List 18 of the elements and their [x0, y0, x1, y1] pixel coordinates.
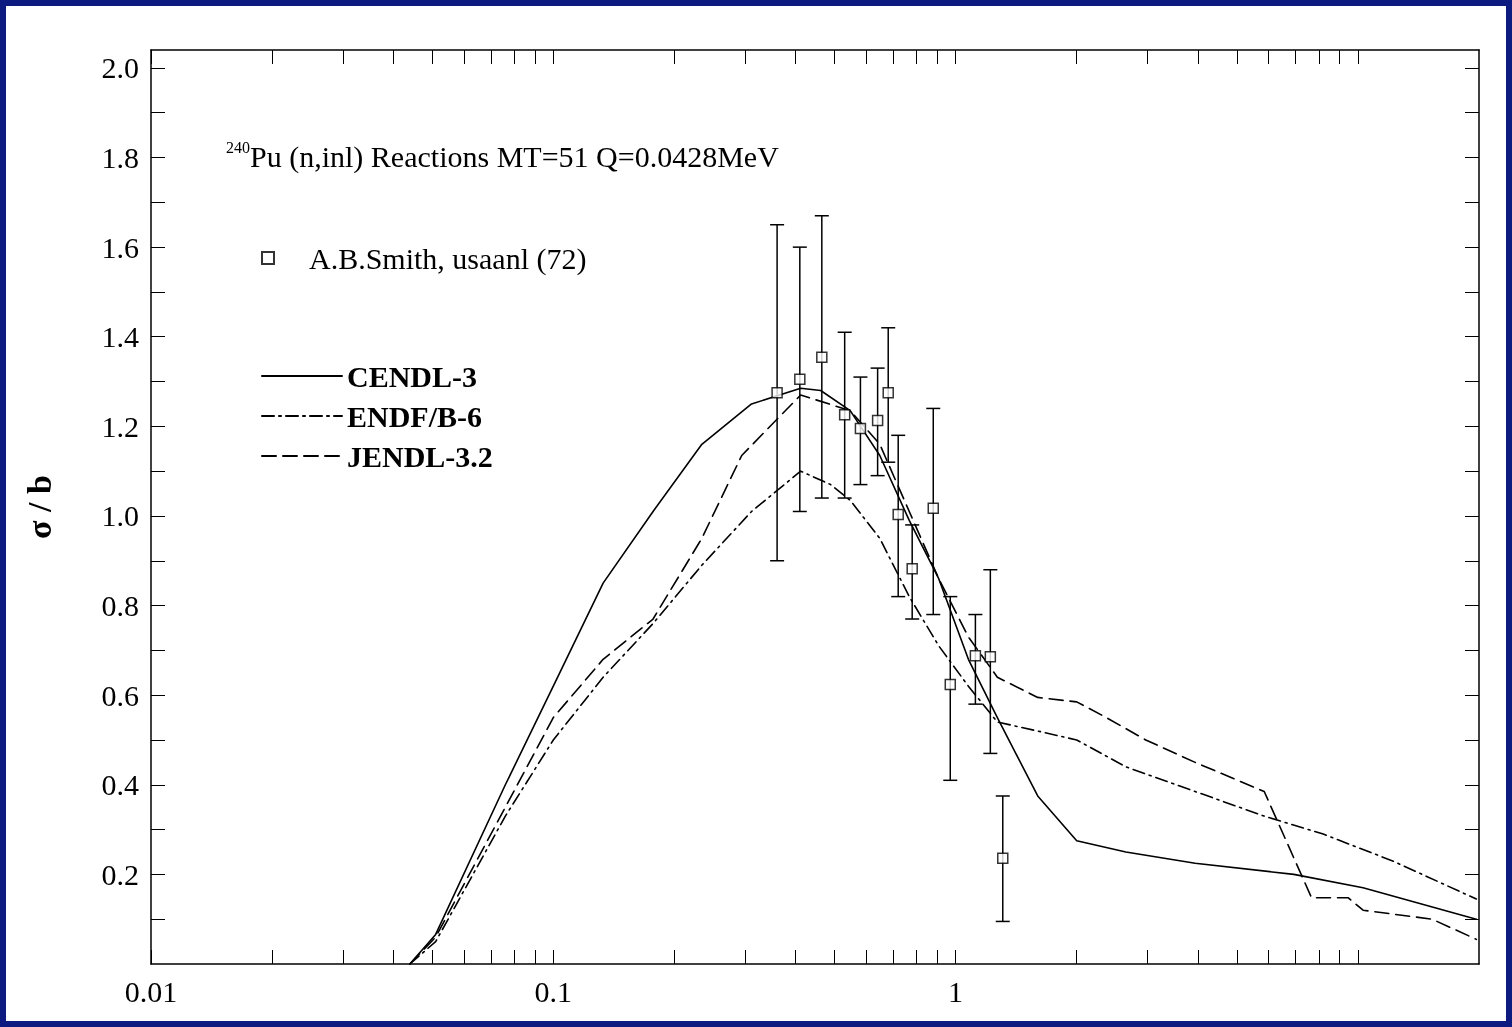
x-tick-label: 1: [948, 974, 964, 1008]
y-tick-label: 0.2: [101, 857, 139, 891]
legend-label: A.B.Smith, usaanl (72): [309, 241, 587, 276]
x-tick-label: 0.01: [124, 974, 178, 1008]
y-tick-label: 1.0: [101, 499, 139, 533]
y-tick-label: 1.4: [101, 320, 139, 354]
y-tick-label: 2.0: [101, 51, 139, 85]
y-axis-title: σ / b: [20, 475, 58, 539]
legend-label: JENDL-3.2: [347, 439, 493, 473]
legend-label: CENDL-3: [347, 359, 478, 393]
x-tick-label: 0.1: [534, 974, 573, 1008]
y-tick-label: 0.8: [101, 589, 139, 623]
y-tick-label: 1.6: [101, 230, 139, 264]
legend-label: ENDF/B-6: [347, 399, 482, 433]
y-tick-label: 0.4: [101, 768, 139, 802]
y-tick-label: 1.2: [101, 409, 139, 443]
y-tick-label: 0.6: [101, 678, 139, 712]
y-tick-label: 1.8: [101, 141, 139, 175]
